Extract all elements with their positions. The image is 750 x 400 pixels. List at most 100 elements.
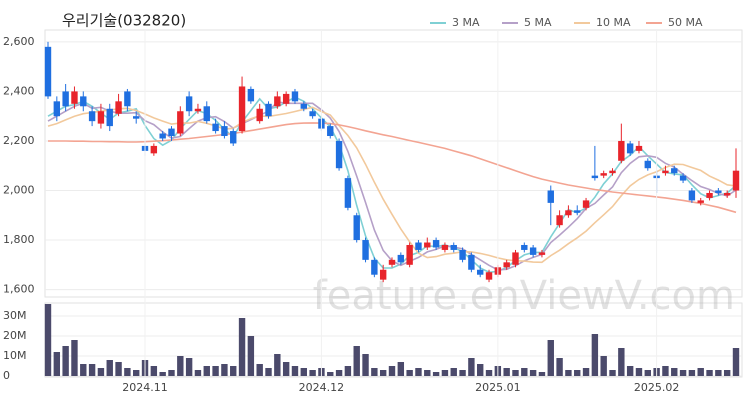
volume-bar bbox=[697, 368, 704, 376]
volume-bar bbox=[618, 348, 625, 376]
volume-bar bbox=[538, 372, 546, 376]
volume-bar bbox=[203, 366, 210, 376]
volume-bar bbox=[715, 370, 722, 376]
candle-body bbox=[538, 252, 546, 255]
volume-bar bbox=[212, 366, 219, 376]
candle-body bbox=[688, 190, 696, 201]
candle-body bbox=[282, 93, 290, 104]
volume-bar bbox=[529, 370, 537, 376]
volume-bar bbox=[265, 368, 272, 376]
candle-body bbox=[574, 210, 581, 213]
price-panel bbox=[44, 29, 743, 298]
volume-bar bbox=[671, 368, 678, 376]
candle-body bbox=[185, 96, 193, 112]
volume-bar bbox=[521, 368, 528, 376]
candle-body bbox=[106, 108, 113, 127]
y-tick-label: 2,400 bbox=[3, 84, 35, 97]
candle-body bbox=[115, 101, 122, 114]
volume-bar bbox=[706, 370, 713, 376]
volume-bar bbox=[291, 366, 299, 376]
watermark: feature.enViewV.com bbox=[313, 273, 735, 319]
candle-body bbox=[388, 259, 396, 265]
candle-body bbox=[265, 103, 272, 117]
candle-body bbox=[397, 254, 405, 263]
volume-bar bbox=[44, 304, 52, 376]
candle-body bbox=[230, 131, 237, 144]
volume-bar bbox=[221, 364, 228, 376]
candle-body bbox=[556, 215, 563, 226]
candle-body bbox=[485, 272, 493, 280]
volume-bar bbox=[574, 370, 581, 376]
candle-body bbox=[477, 269, 484, 275]
candle-body bbox=[679, 175, 687, 181]
candle-body bbox=[44, 46, 52, 97]
candle-body bbox=[238, 86, 246, 132]
candle-body bbox=[168, 128, 175, 137]
candle-body bbox=[327, 126, 334, 137]
candle-body bbox=[406, 244, 413, 265]
volume-bar bbox=[177, 356, 184, 376]
candle-body bbox=[635, 145, 643, 151]
candle-body bbox=[512, 252, 519, 265]
volume-bar bbox=[168, 370, 175, 376]
volume-bar bbox=[512, 370, 519, 376]
candle-body bbox=[424, 242, 431, 248]
y-tick-label: 2,000 bbox=[3, 183, 35, 196]
volume-bar bbox=[626, 366, 634, 376]
volume-bar bbox=[441, 370, 449, 376]
volume-bar bbox=[353, 346, 360, 376]
volume-bar bbox=[53, 352, 61, 376]
volume-bar bbox=[362, 354, 369, 376]
x-tick-label: 2025.02 bbox=[634, 381, 680, 394]
candle-body bbox=[441, 244, 449, 250]
legend-label: 3 MA bbox=[452, 16, 480, 29]
volume-bar bbox=[547, 340, 554, 376]
volume-bar bbox=[397, 362, 405, 376]
candle-body bbox=[547, 190, 554, 203]
candle-body bbox=[177, 111, 184, 134]
volume-bar bbox=[133, 370, 140, 376]
volume-bar bbox=[582, 368, 590, 376]
y-tick-label: 1,600 bbox=[3, 283, 35, 296]
candle-body bbox=[582, 200, 590, 208]
candle-body bbox=[432, 240, 440, 248]
volume-bar bbox=[485, 370, 493, 376]
candle-body bbox=[468, 254, 475, 270]
volume-bar bbox=[468, 358, 475, 376]
candle-body bbox=[671, 168, 678, 174]
candle-body bbox=[706, 192, 713, 198]
volume-bar bbox=[247, 336, 255, 376]
volume-bar bbox=[274, 354, 281, 376]
volume-bar bbox=[450, 368, 457, 376]
volume-bar bbox=[159, 372, 166, 376]
legend-label: 10 MA bbox=[596, 16, 631, 29]
volume-bar bbox=[732, 348, 740, 376]
candle-body bbox=[662, 170, 669, 174]
volume-bar bbox=[230, 366, 237, 376]
candle-body bbox=[715, 190, 722, 193]
candle-body bbox=[71, 91, 78, 104]
candle-body bbox=[159, 133, 166, 139]
candle-body bbox=[450, 244, 457, 250]
x-tick-label: 2024.12 bbox=[299, 381, 345, 394]
candle-body bbox=[97, 111, 105, 124]
candle-body bbox=[291, 91, 299, 102]
volume-bar bbox=[256, 364, 263, 376]
candle-body bbox=[379, 269, 387, 280]
volume-bar bbox=[459, 370, 466, 376]
volume-bar bbox=[379, 370, 387, 376]
candle-body bbox=[565, 210, 572, 216]
volume-panel bbox=[44, 302, 743, 378]
candle-body bbox=[256, 108, 263, 122]
candle-body bbox=[459, 249, 466, 260]
y-tick-label: 10M bbox=[3, 349, 27, 362]
candle-body bbox=[335, 140, 343, 169]
volume-bar bbox=[71, 340, 78, 376]
y-tick-label: 2,600 bbox=[3, 35, 35, 48]
candle-body bbox=[609, 170, 616, 174]
candle-body bbox=[124, 91, 131, 107]
volume-bar bbox=[662, 366, 669, 376]
volume-bar bbox=[309, 370, 316, 376]
volume-bar bbox=[106, 360, 113, 376]
volume-bar bbox=[238, 318, 246, 376]
